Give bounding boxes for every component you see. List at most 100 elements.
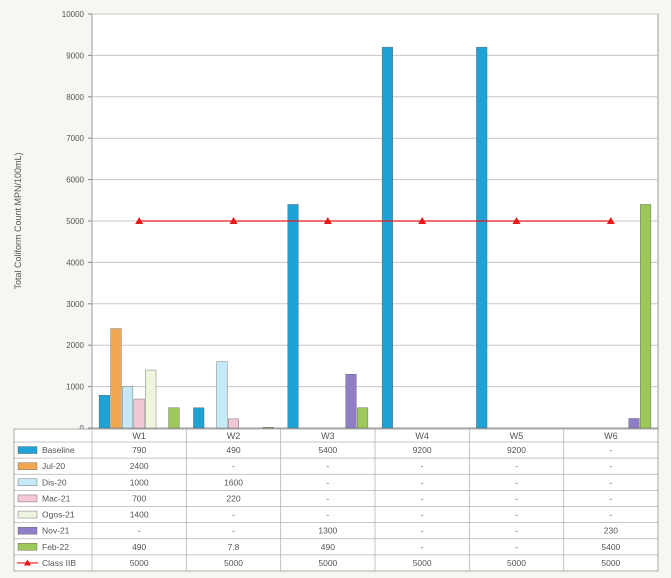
bar xyxy=(110,328,122,429)
bar xyxy=(98,395,110,429)
data-label: - xyxy=(421,526,424,536)
legend-entry: Nov-21 xyxy=(42,526,70,536)
bar xyxy=(628,418,640,429)
legend-key xyxy=(17,446,38,454)
data-label: - xyxy=(138,526,141,536)
data-label: - xyxy=(515,542,518,552)
line-marker xyxy=(135,217,144,224)
legend-entry: Class IIB xyxy=(42,558,76,568)
bar xyxy=(133,398,145,429)
x-category-label: W3 xyxy=(321,431,335,441)
legend-key-marker xyxy=(24,559,31,566)
data-label: - xyxy=(609,510,612,520)
data-label: 5000 xyxy=(413,558,432,568)
legend-key xyxy=(17,543,38,551)
data-label: - xyxy=(515,493,518,503)
y-tick-label: 10000 xyxy=(62,10,85,19)
legend-key xyxy=(17,494,38,503)
data-label: 9200 xyxy=(413,445,432,455)
data-label: - xyxy=(326,477,329,487)
x-category-label: W2 xyxy=(227,431,241,441)
y-tick-label: 4000 xyxy=(66,258,84,267)
bar xyxy=(357,407,369,429)
bar xyxy=(287,204,299,429)
data-label: - xyxy=(609,493,612,503)
data-label: 5400 xyxy=(601,542,620,552)
line-marker xyxy=(512,217,521,224)
data-label: - xyxy=(232,510,235,520)
bar xyxy=(145,369,157,429)
y-tick-label: 9000 xyxy=(66,51,84,60)
bar xyxy=(193,407,205,429)
legend-entry: Dis-20 xyxy=(42,477,67,487)
data-label: - xyxy=(515,477,518,487)
data-label: - xyxy=(232,461,235,471)
y-tick-label: 5000 xyxy=(66,217,84,226)
data-label: 5000 xyxy=(130,558,149,568)
y-tick-label: 1000 xyxy=(66,383,84,392)
x-category-label: W6 xyxy=(604,431,618,441)
y-tick-label: 3000 xyxy=(66,300,84,309)
bar xyxy=(476,46,488,429)
data-label: 5000 xyxy=(507,558,526,568)
line-marker xyxy=(229,217,238,224)
y-tick-label: 8000 xyxy=(66,93,84,102)
bar xyxy=(122,386,134,429)
legend-key xyxy=(17,478,38,487)
data-label: - xyxy=(609,477,612,487)
data-label: - xyxy=(515,526,518,536)
data-label: 1400 xyxy=(130,510,149,520)
line-marker xyxy=(606,217,615,224)
data-label: - xyxy=(515,461,518,471)
y-tick-label: 2000 xyxy=(66,341,84,350)
bar xyxy=(228,418,239,429)
bar xyxy=(345,373,357,429)
data-label: 490 xyxy=(321,542,335,552)
data-label: 2400 xyxy=(130,461,149,471)
bar xyxy=(168,407,180,429)
legend-entry: Ogos-21 xyxy=(42,510,75,520)
data-label: - xyxy=(421,510,424,520)
data-label: 7.8 xyxy=(228,542,240,552)
data-label: - xyxy=(515,510,518,520)
data-label: 220 xyxy=(226,493,240,503)
data-label: 1600 xyxy=(224,477,243,487)
line-marker xyxy=(323,217,332,224)
data-label: - xyxy=(421,542,424,552)
data-label: 5000 xyxy=(318,558,337,568)
y-tick-label: 6000 xyxy=(66,176,84,185)
data-label: - xyxy=(232,526,235,536)
data-label: 1000 xyxy=(130,477,149,487)
legend-entry: Jul-20 xyxy=(42,461,65,471)
data-label: - xyxy=(326,510,329,520)
y-tick-label: 0 xyxy=(80,424,85,433)
x-category-label: W1 xyxy=(132,431,146,441)
legend-entry: Feb-22 xyxy=(42,542,69,552)
bar xyxy=(262,427,274,429)
data-label: 5000 xyxy=(224,558,243,568)
data-label: - xyxy=(326,461,329,471)
data-label: 1300 xyxy=(318,526,337,536)
data-label: 490 xyxy=(226,445,240,455)
data-label: 5400 xyxy=(318,445,337,455)
x-category-label: W5 xyxy=(510,431,524,441)
data-label: 700 xyxy=(132,493,146,503)
y-tick-label: 7000 xyxy=(66,134,84,143)
legend-entry: Mac-21 xyxy=(42,493,71,503)
y-axis-label: Total Coliform Count MPN/100mL) xyxy=(13,152,23,289)
legend-entry: Baseline xyxy=(42,445,75,455)
bar xyxy=(381,46,393,429)
data-label: 790 xyxy=(132,445,146,455)
data-label: 9200 xyxy=(507,445,526,455)
data-label: - xyxy=(609,461,612,471)
data-table xyxy=(13,428,659,572)
data-label: - xyxy=(421,461,424,471)
legend-key xyxy=(17,462,38,470)
data-label: - xyxy=(421,493,424,503)
data-label: - xyxy=(609,445,612,455)
x-category-label: W4 xyxy=(415,431,429,441)
legend-key xyxy=(17,526,38,535)
bar xyxy=(216,361,228,429)
